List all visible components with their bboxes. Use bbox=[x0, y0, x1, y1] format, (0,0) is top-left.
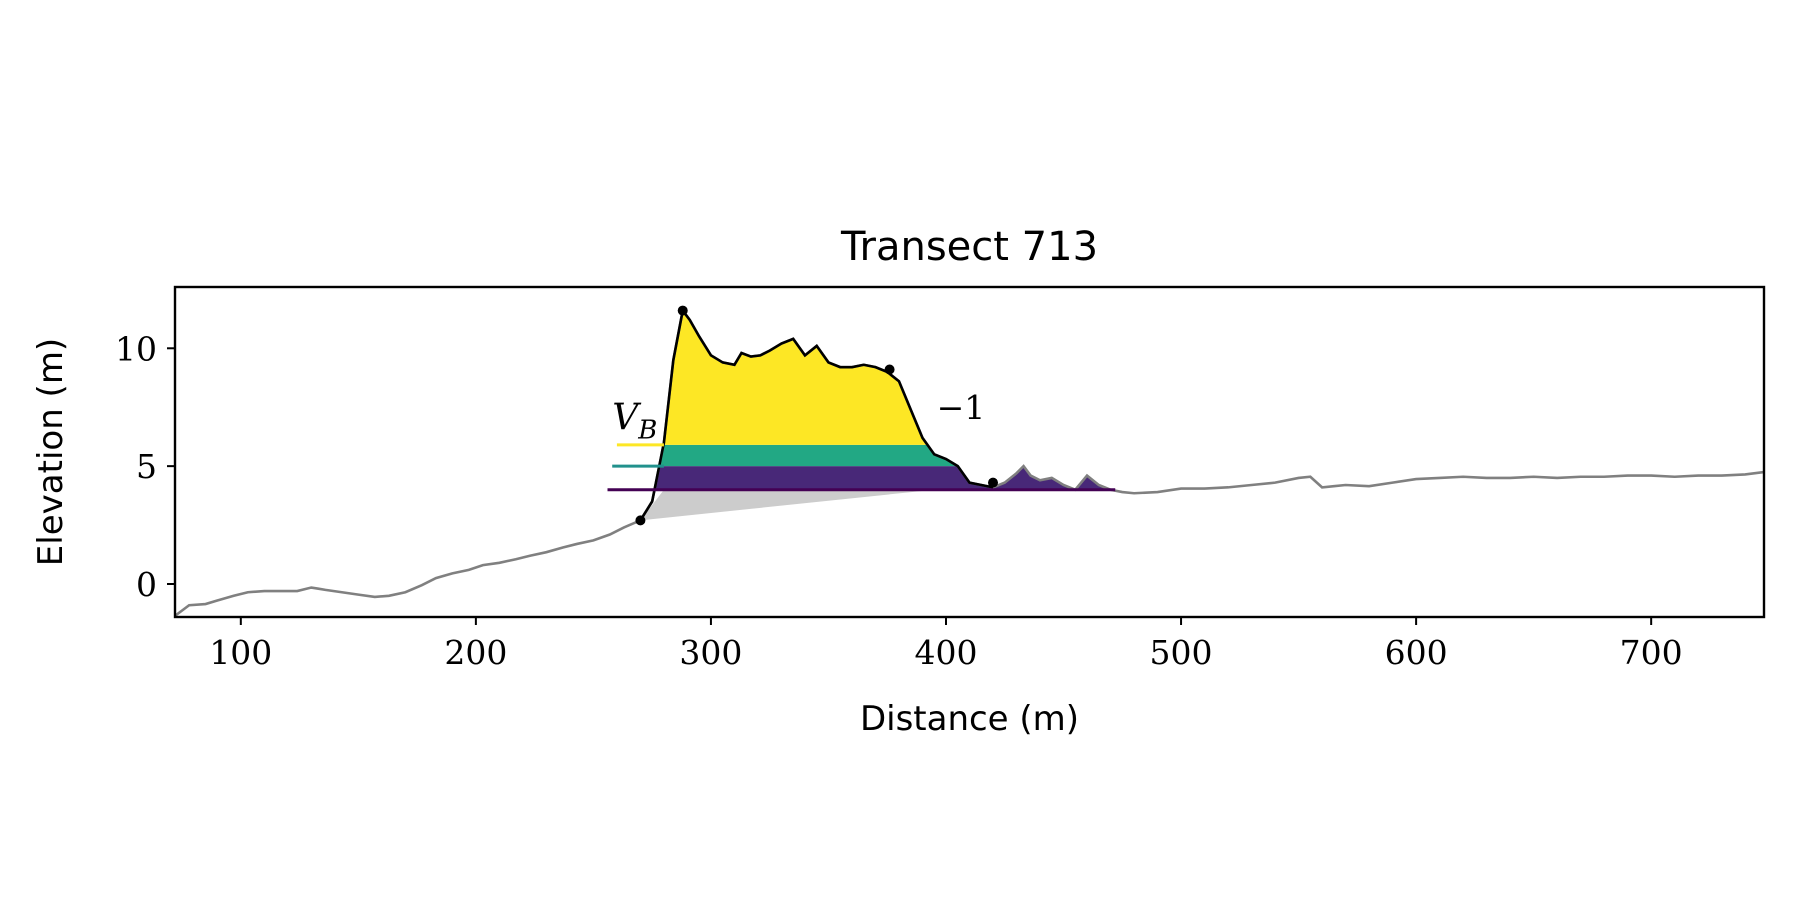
y-tick-label: 0 bbox=[136, 565, 157, 604]
y-tick-label: 10 bbox=[115, 329, 157, 368]
band-high-area bbox=[640, 310, 1111, 445]
x-tick-label: 700 bbox=[1620, 633, 1683, 672]
plot-area: VB −1 bbox=[175, 305, 1764, 617]
toe-wedge-area bbox=[640, 489, 935, 521]
dune-end-point bbox=[988, 477, 999, 488]
dune-toe-point bbox=[635, 515, 646, 526]
plot-frame bbox=[173, 285, 1766, 619]
x-tick-label: 100 bbox=[209, 633, 272, 672]
y-axis-label: Elevation (m) bbox=[31, 338, 71, 566]
x-tick-label: 400 bbox=[914, 633, 977, 672]
band-mid-area bbox=[640, 444, 1111, 467]
dune-line bbox=[639, 307, 994, 522]
y-axis: 0 5 10 bbox=[115, 329, 175, 604]
chart-title: Transect 713 bbox=[840, 224, 1098, 270]
volume-annotation: VB bbox=[612, 398, 657, 446]
profile-line bbox=[175, 307, 1764, 617]
band-low-area bbox=[640, 466, 1111, 490]
x-tick-label: 300 bbox=[679, 633, 742, 672]
dune-crest-point bbox=[677, 305, 688, 316]
y-tick-label: 5 bbox=[136, 447, 157, 486]
annotation-exponent: −1 bbox=[937, 388, 986, 427]
x-tick-label: 200 bbox=[444, 633, 507, 672]
x-axis: 100 200 300 400 500 600 700 bbox=[209, 617, 1683, 672]
x-tick-label: 500 bbox=[1150, 633, 1213, 672]
x-tick-label: 600 bbox=[1385, 633, 1448, 672]
x-axis-label: Distance (m) bbox=[860, 699, 1079, 739]
dune-heel-point bbox=[884, 364, 895, 375]
